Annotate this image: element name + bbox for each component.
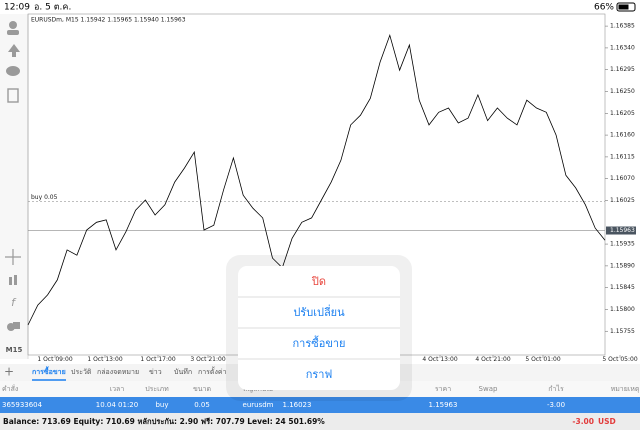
- menu-item[interactable]: กราฟ: [306, 368, 333, 381]
- footer-profit: -3.00: [572, 417, 594, 426]
- crosshair-icon[interactable]: [5, 249, 21, 265]
- new-icon[interactable]: [7, 88, 19, 103]
- sidebar-timeframe[interactable]: M15: [6, 346, 23, 354]
- table-cell: 365933604: [2, 401, 43, 409]
- chart: EURUSDm, M15 1.15942 1.15965 1.15940 1.1…: [27, 13, 638, 363]
- chat-icon[interactable]: [6, 66, 20, 76]
- tab[interactable]: บันทึก: [174, 367, 192, 376]
- table-cell: buy: [155, 401, 168, 409]
- table-header: กำไร: [548, 384, 564, 393]
- y-tick-label: 1.16025: [610, 197, 635, 204]
- y-tick-label: 1.16385: [610, 23, 635, 30]
- x-tick-label: 3 Oct 21:00: [190, 356, 225, 363]
- y-tick-label: 1.16295: [610, 66, 635, 73]
- table-cell: eurusdm: [243, 401, 274, 409]
- table-header: Swap: [479, 385, 498, 393]
- objects-icon-b: [13, 322, 20, 329]
- x-tick-label: 5 Oct 01:00: [525, 356, 560, 363]
- tab[interactable]: การซื้อขาย: [32, 365, 66, 376]
- trade-icon[interactable]: [8, 44, 20, 57]
- battery-icon: [616, 2, 636, 12]
- sidebar-icons: f: [5, 21, 21, 331]
- account-icon[interactable]: [9, 21, 17, 29]
- price-tag: [606, 226, 636, 235]
- tab[interactable]: การตั้งค่า: [198, 365, 227, 376]
- price-tag-label: 1.15963: [610, 227, 635, 234]
- status-battery: 66%: [594, 3, 614, 13]
- x-tick-label: 1 Oct 17:00: [140, 356, 175, 363]
- tab[interactable]: กล่องจดหมาย: [97, 368, 139, 376]
- menu-item[interactable]: ปิด: [311, 275, 326, 288]
- x-tick-label: 1 Oct 13:00: [87, 356, 122, 363]
- table-cell: 0.05: [194, 401, 210, 409]
- y-tick-label: 1.16070: [610, 175, 635, 182]
- x-tick-label: 4 Oct 21:00: [475, 356, 510, 363]
- menu-separators: [238, 296, 400, 360]
- menu-item[interactable]: การซื้อขาย: [293, 335, 346, 350]
- table-header: ประเภท: [145, 385, 169, 393]
- x-tick-label: 5 Oct 05:00: [602, 356, 637, 363]
- y-tick-label: 1.15800: [610, 306, 635, 313]
- account-icon-body: [7, 30, 19, 35]
- table-cell: -3.00: [547, 401, 565, 409]
- table-cell: 10.04 01:20: [96, 401, 138, 409]
- y-tick-label: 1.15890: [610, 262, 635, 269]
- table-row-bg[interactable]: [0, 397, 640, 413]
- battery-level: [618, 4, 629, 10]
- table-header: ราคา: [435, 385, 451, 393]
- chart-header: EURUSDm, M15 1.15942 1.15965 1.15940 1.1…: [31, 17, 186, 24]
- footer-summary: Balance: 713.69 Equity: 710.69 หลักประกั…: [3, 417, 325, 426]
- y-tick-label: 1.15755: [610, 328, 635, 335]
- candles-icon-b: [14, 275, 17, 285]
- table-cell: 1.16023: [283, 401, 312, 409]
- tab[interactable]: ข่าว: [149, 368, 162, 376]
- tab[interactable]: ประวัติ: [71, 368, 92, 376]
- table-header: หมายเหตุ: [611, 385, 640, 393]
- y-tick-label: 1.15935: [610, 241, 635, 248]
- x-tick-label: 1 Oct 09:00: [37, 356, 72, 363]
- status-time: 12:09: [4, 3, 30, 13]
- table-header: คำสั่ง: [2, 384, 18, 393]
- price-line-series: [27, 33, 606, 326]
- indicator-icon[interactable]: f: [11, 296, 17, 309]
- table-header: เวลา: [110, 385, 125, 393]
- menu-item[interactable]: ปรับเปลี่ยน: [293, 304, 345, 319]
- table-cell: 1.15963: [429, 401, 458, 409]
- table-header: ขนาด: [193, 385, 211, 393]
- add-button[interactable]: +: [4, 365, 14, 379]
- y-tick-label: 1.16115: [610, 153, 635, 160]
- status-date: อ. 5 ต.ค.: [34, 3, 71, 13]
- x-tick-label: 4 Oct 13:00: [422, 356, 457, 363]
- order-label: buy 0.05: [31, 194, 58, 201]
- y-tick-label: 1.16205: [610, 110, 635, 117]
- y-tick-label: 1.15845: [610, 284, 635, 291]
- y-tick-label: 1.16160: [610, 132, 635, 139]
- footer-bg: [0, 413, 640, 430]
- y-tick-label: 1.16340: [610, 44, 635, 51]
- candles-icon[interactable]: [9, 277, 12, 285]
- footer-currency: USD: [598, 417, 616, 426]
- y-tick-label: 1.16250: [610, 88, 635, 95]
